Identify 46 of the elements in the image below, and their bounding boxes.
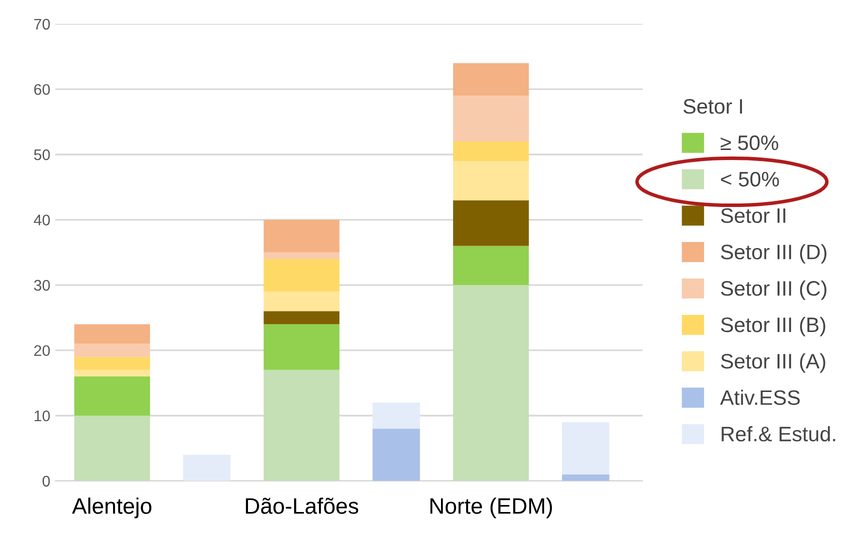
legend-label: Setor II [720,208,786,223]
y-tick-label: 0 [42,476,50,487]
bar [74,324,150,344]
bar [453,141,529,162]
bar [74,370,150,376]
bar [562,422,610,474]
legend-label: Ref.& Estud. [722,426,836,442]
bar [183,454,231,481]
bar [74,376,150,416]
x-tick-label: Dão-Lafões [246,498,358,514]
bar [453,96,529,142]
bar [264,311,340,324]
bar [264,258,340,292]
y-tick-label: 30 [34,280,50,291]
x-tick-label: Alentejo [72,498,152,518]
y-tick-label: 40 [34,214,50,226]
bar [372,428,420,481]
x-tick-label: Norte (EDM) [430,498,552,518]
bar [264,220,340,252]
bar [74,416,150,481]
bar [453,285,529,481]
y-tick-label: 70 [34,18,50,30]
y-tick-label: 50 [34,149,50,160]
y-tick-label: 20 [34,345,50,356]
bar [372,402,420,429]
legend-label: Ativ.ESS [720,390,800,406]
legend-label: Setor III (C) [720,280,826,300]
bar [562,474,610,481]
bar [264,292,340,312]
bar [264,324,340,370]
bar [74,344,150,357]
bar [264,252,340,259]
bar [453,63,529,96]
bar [453,161,529,200]
bar [453,246,529,286]
legend-label: Setor III (D) [720,244,826,264]
legend-label: ≥ 50% [720,135,778,150]
bar [453,200,529,246]
legend-label: Setor III (A) [720,353,826,373]
legend-title: Setor I [683,99,742,114]
legend-label: Setor III (B) [720,316,826,336]
y-tick-label: 60 [34,84,50,95]
y-tick-label: 10 [34,410,50,422]
bar [264,370,340,481]
bar [74,356,150,370]
legend-label: < 50% [721,172,779,187]
